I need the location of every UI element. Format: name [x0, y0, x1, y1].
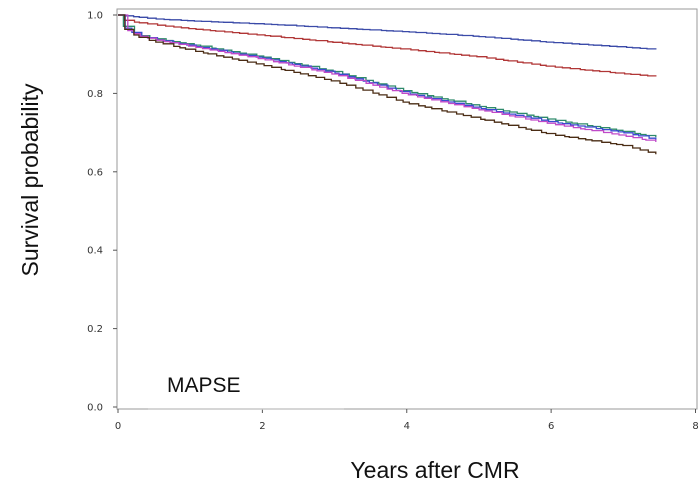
survival-curve-2 [118, 14, 657, 77]
x-axis-title: Years after CMR [350, 457, 519, 483]
x-axis: 0 2 4 6 8 [115, 409, 698, 432]
x-tick-label: 6 [548, 421, 554, 432]
y-tick-label: 0.8 [87, 89, 103, 100]
survival-curve-3 [118, 14, 657, 138]
annotation-label: MAPSE [167, 374, 241, 397]
survival-curve-5 [118, 14, 657, 142]
plot-frame [116, 8, 698, 410]
x-tick-label: 4 [404, 421, 410, 432]
x-tick-label: 2 [259, 421, 265, 432]
y-axis-title: Survival probability [17, 83, 43, 277]
survival-curve-6 [118, 14, 657, 155]
y-tick-label: 0.6 [87, 167, 103, 178]
survival-curve-1 [118, 14, 657, 50]
survival-curve-4 [118, 14, 657, 140]
y-axis: 0.0 0.2 0.4 0.6 0.8 1.0 [87, 11, 117, 414]
y-tick-label: 0.4 [87, 246, 103, 257]
y-tick-label: 1.0 [87, 11, 103, 22]
x-tick-label: 8 [692, 421, 698, 432]
y-tick-label: 0.2 [87, 324, 103, 335]
y-tick-label: 0.0 [87, 403, 103, 414]
x-tick-label: 0 [115, 421, 121, 432]
series-layer [118, 14, 657, 155]
